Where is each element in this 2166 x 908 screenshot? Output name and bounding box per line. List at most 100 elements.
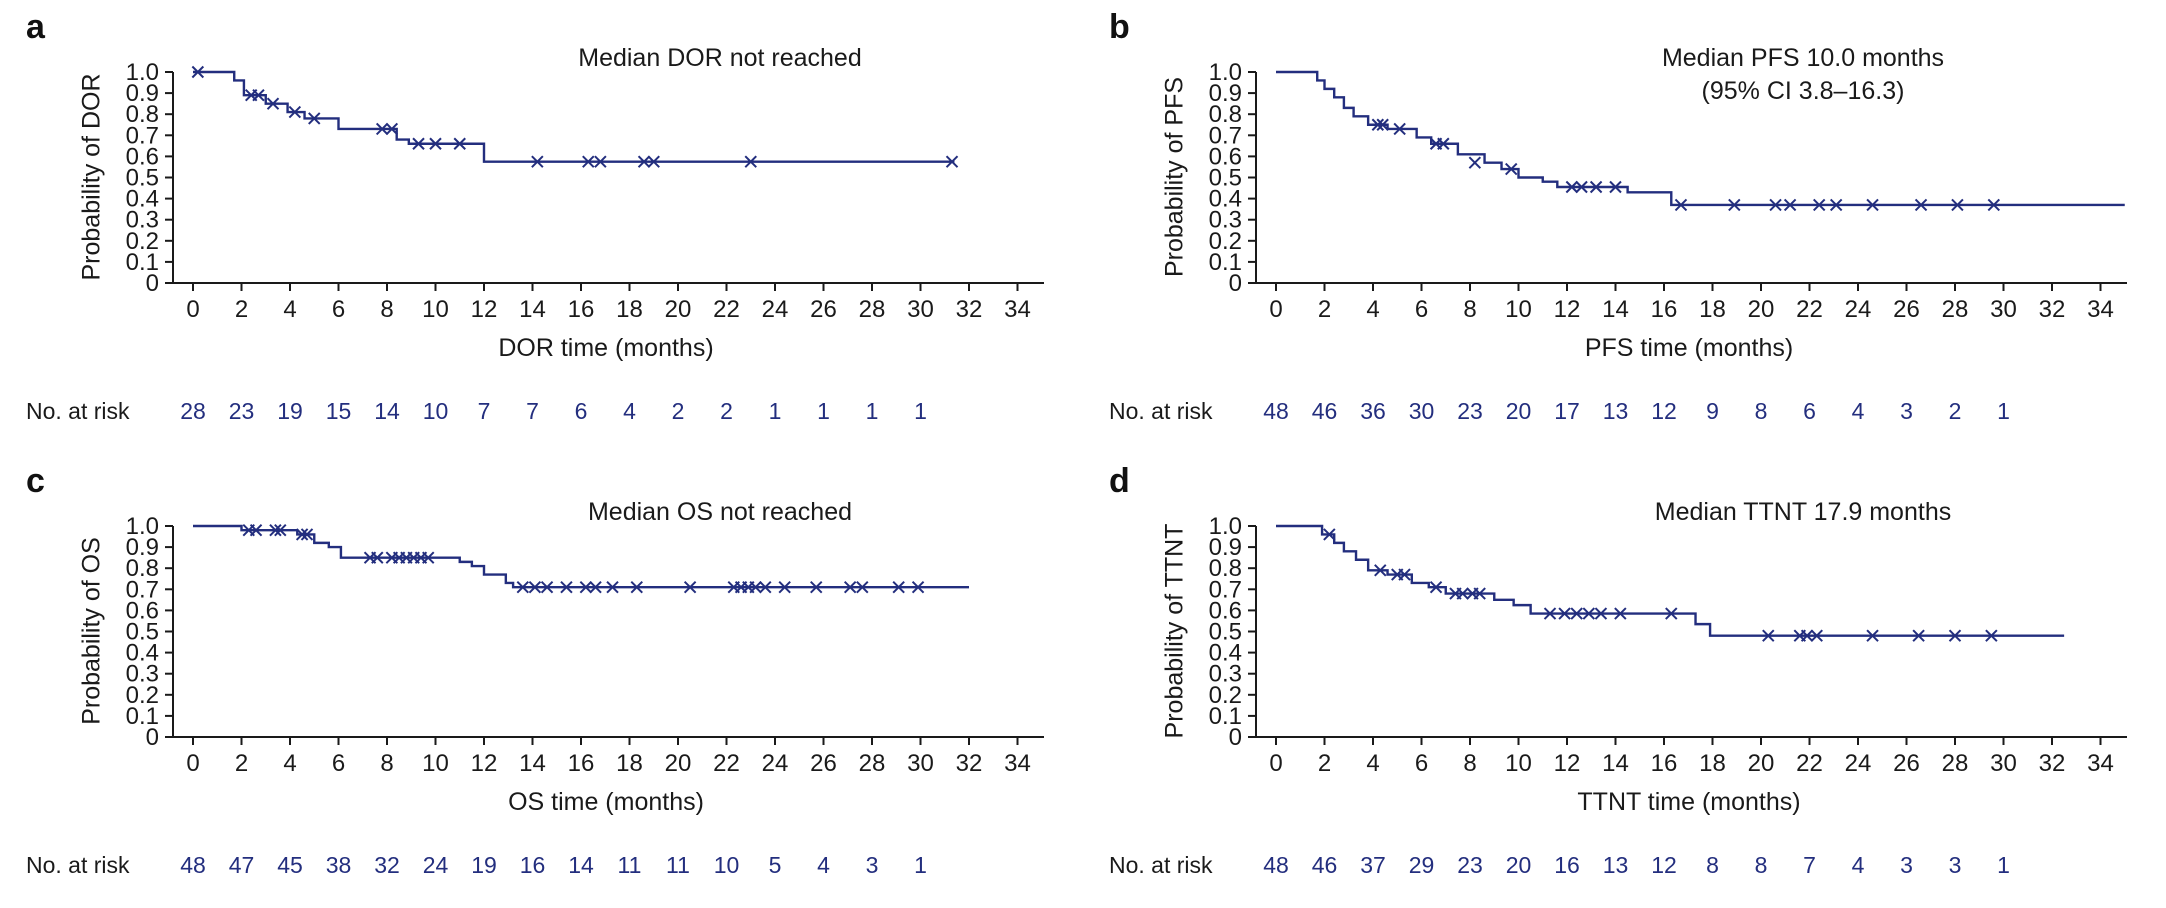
censor-mark xyxy=(892,580,905,594)
censor-mark xyxy=(1985,629,1998,642)
x-tick-label: 8 xyxy=(380,750,393,777)
x-tick-label: 32 xyxy=(2039,750,2066,777)
censor-mark xyxy=(1783,198,1797,212)
y-tick-label: 1.0 xyxy=(126,513,159,540)
y-tick-label: 0.8 xyxy=(1209,555,1242,582)
censor-mark xyxy=(371,551,384,564)
censor-mark xyxy=(531,155,544,168)
x-tick-label: 14 xyxy=(1602,296,1629,323)
x-tick-label: 14 xyxy=(1602,750,1629,777)
km-plot-os: 00.10.20.30.40.50.60.70.80.91.00 2 4 6 8 10 12… xyxy=(126,513,1044,777)
x-tick-label: 14 xyxy=(519,750,546,777)
x-tick-label: 6 xyxy=(1415,750,1428,777)
y-tick-label: 0.7 xyxy=(126,576,159,603)
censor-mark xyxy=(1371,118,1385,131)
y-tick-label: 0.7 xyxy=(126,122,159,149)
y-tick-label: 0 xyxy=(1229,724,1242,751)
censor-mark xyxy=(744,155,757,168)
x-tick-label: 10 xyxy=(1505,296,1532,323)
censor-mark xyxy=(843,580,857,594)
x-tick-label: 8 xyxy=(1463,750,1476,777)
censor-mark xyxy=(269,524,282,537)
y-tick-label: 0.3 xyxy=(126,661,159,688)
censor-mark xyxy=(1762,629,1775,642)
censor-mark xyxy=(1374,564,1387,577)
x-tick-label: 18 xyxy=(1699,296,1726,323)
y-tick-label: 0.9 xyxy=(126,534,159,561)
censor-mark xyxy=(1951,198,1964,212)
x-tick-label: 26 xyxy=(1893,750,1920,777)
y-tick-label: 0.5 xyxy=(126,165,159,192)
y-tick-label: 0.6 xyxy=(1209,143,1242,170)
x-tick-label: 8 xyxy=(1463,296,1476,323)
x-tick-label: 24 xyxy=(1845,296,1872,323)
y-tick-label: 0.3 xyxy=(1209,661,1242,688)
panel-letter-a: a xyxy=(26,8,45,46)
panel-a: a Probability of DOR Median DOR not reac… xyxy=(0,0,1083,454)
y-tick-label: 0.4 xyxy=(126,186,159,213)
y-tick-label: 0.4 xyxy=(1209,640,1242,667)
y-tick-label: 0.5 xyxy=(126,619,159,646)
km-plot-pfs: 00.10.20.30.40.50.60.70.80.91.00 2 4 6 8 10 12… xyxy=(1209,59,2127,323)
x-tick-label: 4 xyxy=(283,750,296,777)
y-tick-label: 0.8 xyxy=(126,101,159,128)
x-tick-label: 6 xyxy=(1415,296,1428,323)
x-tick-label: 20 xyxy=(665,750,692,777)
x-tick-label: 14 xyxy=(519,296,546,323)
censor-mark xyxy=(295,528,309,541)
x-tick-label: 28 xyxy=(859,296,886,323)
censor-mark xyxy=(1614,607,1627,620)
x-tick-label: 18 xyxy=(616,750,643,777)
median-annotation: Median TTNT 17.9 months xyxy=(1654,498,1952,526)
censor-mark xyxy=(266,97,280,110)
censor-mark xyxy=(1473,587,1486,600)
censor-mark xyxy=(589,580,602,594)
y-tick-label: 0.1 xyxy=(126,703,159,730)
y-tick-label: 0.3 xyxy=(1209,207,1242,234)
censor-mark xyxy=(308,112,321,125)
x-tick-label: 22 xyxy=(713,296,740,323)
panel-letter-b: b xyxy=(1109,8,1130,46)
y-tick-label: 0.9 xyxy=(126,80,159,107)
censor-mark xyxy=(191,65,205,79)
censor-mark xyxy=(856,580,869,594)
x-tick-label: 0 xyxy=(1269,750,1282,777)
censor-mark xyxy=(1769,198,1782,212)
x-tick-label: 24 xyxy=(762,750,789,777)
x-tick-label: 4 xyxy=(283,296,296,323)
survival-curve xyxy=(193,70,955,163)
panel-d: d Probability of TTNT Median TTNT 17.9 m… xyxy=(1083,454,2166,908)
censor-mark xyxy=(778,580,791,594)
x-tick-label: 30 xyxy=(907,750,934,777)
y-tick-label: 0 xyxy=(146,270,159,297)
x-tick-label: 26 xyxy=(810,296,837,323)
x-tick-label: 12 xyxy=(1554,750,1581,777)
y-tick-label: 0.9 xyxy=(1209,534,1242,561)
survival-curve xyxy=(1276,70,2125,207)
x-tick-label: 34 xyxy=(1004,750,1031,777)
x-tick-label: 22 xyxy=(1796,296,1823,323)
censor-mark xyxy=(1456,587,1469,600)
x-tick-label: 30 xyxy=(1990,296,2017,323)
censor-mark xyxy=(1505,162,1518,176)
censor-mark xyxy=(422,551,435,564)
censor-mark xyxy=(385,122,399,136)
censor-mark xyxy=(579,580,593,594)
x-tick-label: 16 xyxy=(1651,750,1678,777)
y-tick-label: 0.1 xyxy=(1209,249,1242,276)
x-tick-label: 10 xyxy=(1505,750,1532,777)
y-tick-label: 0.6 xyxy=(126,597,159,624)
x-tick-label: 10 xyxy=(422,296,449,323)
x-tick-label: 6 xyxy=(332,296,345,323)
panel-b: b Probability of PFS Median PFS 10.0 mon… xyxy=(1083,0,2166,454)
x-tick-label: 2 xyxy=(235,750,248,777)
y-tick-label: 0.6 xyxy=(1209,597,1242,624)
censor-mark xyxy=(594,155,607,168)
censor-mark xyxy=(274,524,287,537)
median-annotation: Median DOR not reached xyxy=(578,44,862,72)
x-tick-label: 24 xyxy=(762,296,789,323)
x-tick-label: 4 xyxy=(1366,750,1379,777)
censor-mark xyxy=(1987,198,2001,212)
x-tick-label: 16 xyxy=(568,296,595,323)
censor-mark xyxy=(1594,607,1608,620)
